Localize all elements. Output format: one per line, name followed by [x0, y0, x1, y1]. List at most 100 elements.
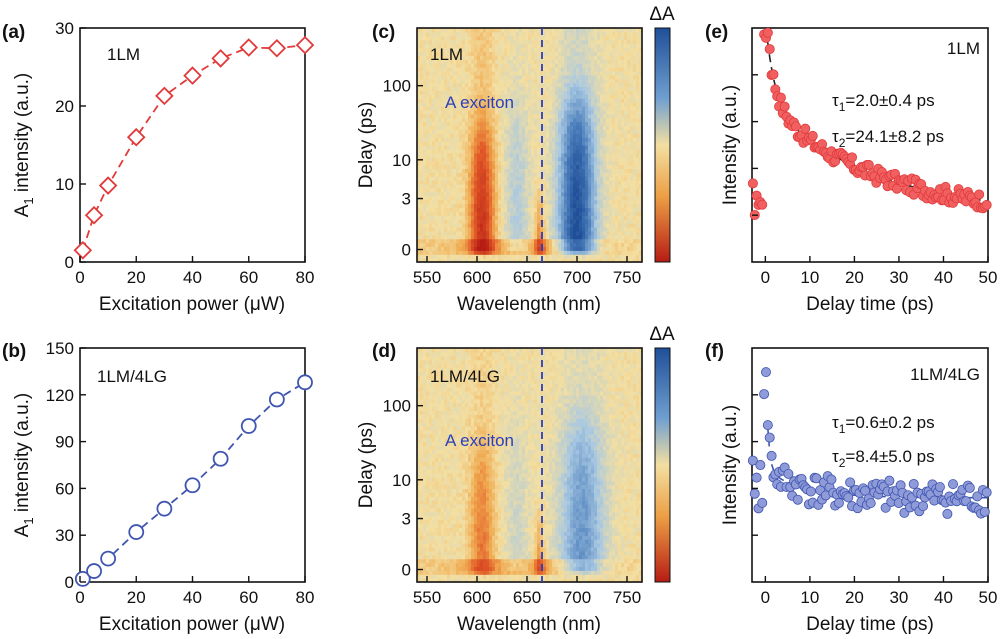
heat-cell — [534, 156, 538, 162]
heat-cell — [537, 70, 541, 76]
heat-cell — [573, 164, 577, 169]
heat-cell — [528, 187, 532, 193]
heat-cell — [531, 250, 535, 255]
heat-cell — [582, 250, 586, 255]
y-tick-label-a: 30 — [55, 19, 74, 38]
heat-cell — [603, 102, 607, 107]
heat-cell — [432, 117, 436, 123]
heat-cell — [639, 199, 643, 205]
heat-cell — [591, 195, 595, 201]
heat-cell — [477, 31, 481, 37]
heat-cell — [552, 129, 556, 134]
heat-cell — [507, 51, 511, 56]
heat-cell — [606, 35, 610, 41]
heat-cell — [447, 43, 451, 49]
heat-cell — [468, 156, 472, 162]
x-tick-label-b: 80 — [296, 588, 315, 607]
heat-cell — [624, 160, 628, 166]
heat-cell — [459, 148, 463, 154]
heat-cell — [462, 234, 466, 240]
heat-cell — [546, 106, 550, 111]
heat-cell — [630, 211, 634, 216]
heat-cell — [474, 152, 478, 158]
heat-cell — [612, 207, 616, 212]
data-point — [240, 418, 257, 434]
heat-cell — [606, 90, 610, 95]
heat-cell — [543, 47, 547, 52]
heat-cell — [489, 219, 493, 224]
heat-cell — [570, 254, 574, 259]
heat-cell — [459, 258, 463, 263]
heat-cell — [567, 160, 571, 166]
heat-cell — [417, 74, 421, 80]
heat-cell — [441, 184, 445, 189]
heat-cell — [633, 184, 637, 189]
heat-cell — [573, 250, 577, 255]
heat-cell — [543, 63, 547, 68]
heat-cell — [594, 47, 598, 52]
heat-cell — [591, 70, 595, 76]
heat-cell — [576, 98, 580, 103]
heat-cell — [444, 102, 448, 107]
heat-cell — [510, 51, 514, 56]
heat-cell — [504, 184, 508, 189]
heat-cell — [549, 234, 553, 240]
heat-cell — [618, 67, 622, 72]
heat-cell — [450, 156, 454, 162]
heat-cell — [546, 199, 550, 205]
heat-cell — [510, 121, 514, 127]
heat-cell — [591, 230, 595, 236]
heat-cell — [429, 78, 433, 84]
heat-cell — [633, 230, 637, 236]
heat-cell — [573, 63, 577, 68]
heat-cell — [618, 121, 622, 127]
heat-cell — [534, 242, 538, 247]
heat-cell — [483, 203, 487, 208]
heat-cell — [534, 207, 538, 212]
heat-cell — [453, 199, 457, 205]
heat-cell — [612, 180, 616, 185]
heat-cell — [549, 47, 553, 52]
heat-cell — [459, 195, 463, 201]
heat-cell — [492, 176, 496, 181]
heat-cell — [483, 187, 487, 193]
heat-cell — [579, 223, 583, 228]
heat-cell — [609, 223, 613, 228]
heat-cell — [465, 90, 469, 95]
heat-cell — [573, 55, 577, 60]
heat-cell — [540, 152, 544, 158]
heat-cell — [597, 215, 601, 220]
data-point — [211, 49, 230, 68]
heat-cell — [537, 43, 541, 49]
heat-cell — [597, 226, 601, 232]
heat-cell — [588, 82, 592, 88]
heat-cell — [576, 106, 580, 111]
heat-cell — [531, 102, 535, 107]
heat-cell — [462, 74, 466, 80]
heat-cell — [546, 211, 550, 216]
heat-cell — [501, 148, 505, 154]
heat-cell — [519, 250, 523, 255]
heat-cell — [510, 172, 514, 177]
heat-cell — [636, 78, 640, 84]
heat-cell — [561, 211, 565, 216]
heat-cell — [510, 78, 514, 84]
heat-cell — [429, 238, 433, 244]
heat-cell — [606, 31, 610, 37]
heat-cell — [618, 207, 622, 212]
heat-cell — [624, 215, 628, 220]
heat-cell — [627, 207, 631, 212]
heat-cell — [531, 164, 535, 169]
heat-cell — [423, 35, 427, 41]
heat-cell — [486, 230, 490, 236]
heat-cell — [492, 152, 496, 158]
heat-cell — [471, 226, 475, 232]
heat-cell — [462, 137, 466, 142]
heat-cell — [468, 199, 472, 205]
heat-cell — [483, 59, 487, 64]
heat-cell — [609, 117, 613, 123]
heat-cell — [576, 160, 580, 166]
heat-cell — [510, 148, 514, 154]
heat-cell — [444, 109, 448, 115]
heat-cell — [552, 254, 556, 259]
